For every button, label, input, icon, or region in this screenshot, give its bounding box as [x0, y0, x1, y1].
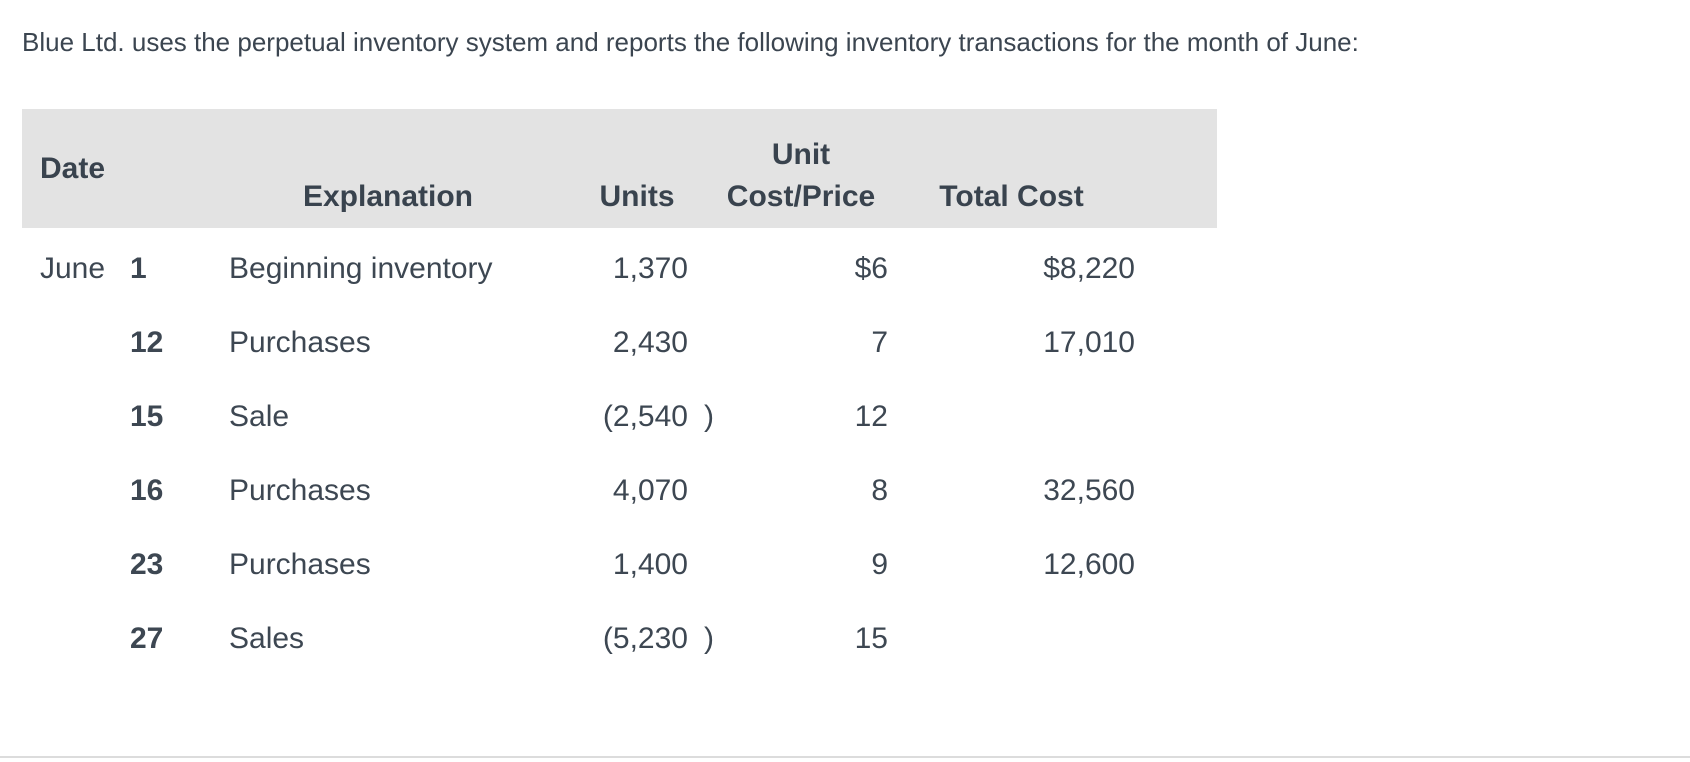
- page-title: Blue Ltd. uses the perpetual inventory s…: [22, 27, 1359, 57]
- cell-total-cost: $8,220: [1043, 252, 1135, 285]
- cell-day: 16: [130, 474, 164, 507]
- cell-explanation: Sale: [229, 400, 290, 433]
- cell-total-cost: [888, 380, 1135, 454]
- table-body: June 1 Beginning inventory 1,370 $6 $8,2…: [22, 228, 1217, 676]
- cell-units: (5,230: [602, 622, 688, 655]
- cell-spacer: [1135, 454, 1217, 528]
- table-row: June 1 Beginning inventory 1,370 $6 $8,2…: [22, 232, 1217, 306]
- cell-spacer: [1135, 232, 1217, 306]
- cell-units: 4,070: [612, 474, 688, 507]
- cell-units: 1,370: [612, 252, 688, 285]
- header-total-cost: Total Cost: [939, 180, 1084, 213]
- header-date: Date: [40, 151, 106, 185]
- cell-month: [22, 380, 128, 454]
- cell-total-cost: [888, 602, 1135, 676]
- table-row: 16 Purchases 4,070 8 32,560: [22, 454, 1217, 528]
- cell-spacer: [1135, 602, 1217, 676]
- cell-explanation: Purchases: [229, 326, 371, 359]
- cell-units: 2,430: [612, 326, 688, 359]
- cell-unit-cost: 8: [871, 474, 888, 507]
- cell-units-paren: [688, 454, 714, 528]
- cell-unit-cost: 15: [854, 622, 888, 655]
- cell-day: 1: [130, 252, 147, 285]
- cell-unit-cost: $6: [854, 252, 888, 285]
- cell-units-paren: [688, 306, 714, 380]
- cell-units-paren: ): [704, 622, 714, 655]
- cell-spacer: [1135, 528, 1217, 602]
- cell-units: (2,540: [602, 400, 688, 433]
- table-row: 27 Sales (5,230 ) 15: [22, 602, 1217, 676]
- table-header-row: Date Explanation Units Unit Cost/Price T…: [22, 109, 1217, 228]
- header-unit-cost-line1: Unit: [771, 138, 831, 171]
- cell-explanation: Sales: [229, 622, 305, 655]
- header-units: Units: [599, 180, 675, 213]
- inventory-table: Date Explanation Units Unit Cost/Price T…: [22, 109, 1217, 676]
- cell-units-paren: [688, 232, 714, 306]
- cell-unit-cost: 7: [871, 326, 888, 359]
- cell-month: June: [40, 252, 106, 285]
- header-spacer: [1135, 109, 1217, 228]
- cell-spacer: [1135, 380, 1217, 454]
- cell-day: 15: [130, 400, 164, 433]
- header-unit-cost-price: Unit Cost/Price: [714, 109, 888, 228]
- cell-units-paren: ): [704, 400, 714, 433]
- table-row: 12 Purchases 2,430 7 17,010: [22, 306, 1217, 380]
- cell-month: [22, 454, 128, 528]
- cell-explanation: Purchases: [229, 548, 371, 581]
- header-unit-cost-line2: Cost/Price: [726, 180, 876, 213]
- cell-unit-cost: 12: [854, 400, 888, 433]
- cell-units: 1,400: [612, 548, 688, 581]
- cell-day: 27: [130, 622, 164, 655]
- cell-total-cost: 12,600: [1043, 548, 1135, 581]
- cell-total-cost: 32,560: [1043, 474, 1135, 507]
- cell-month: [22, 602, 128, 676]
- bottom-divider: [0, 756, 1690, 758]
- table-row: 15 Sale (2,540 ) 12: [22, 380, 1217, 454]
- cell-month: [22, 528, 128, 602]
- cell-day: 12: [130, 326, 164, 359]
- header-explanation: Explanation: [302, 180, 474, 213]
- cell-units-paren: [688, 528, 714, 602]
- cell-spacer: [1135, 306, 1217, 380]
- cell-total-cost: 17,010: [1043, 326, 1135, 359]
- cell-explanation: Purchases: [229, 474, 371, 507]
- table-row: 23 Purchases 1,400 9 12,600: [22, 528, 1217, 602]
- cell-unit-cost: 9: [871, 548, 888, 581]
- cell-month: [22, 306, 128, 380]
- cell-day: 23: [130, 548, 164, 581]
- cell-explanation: Beginning inventory: [229, 252, 493, 285]
